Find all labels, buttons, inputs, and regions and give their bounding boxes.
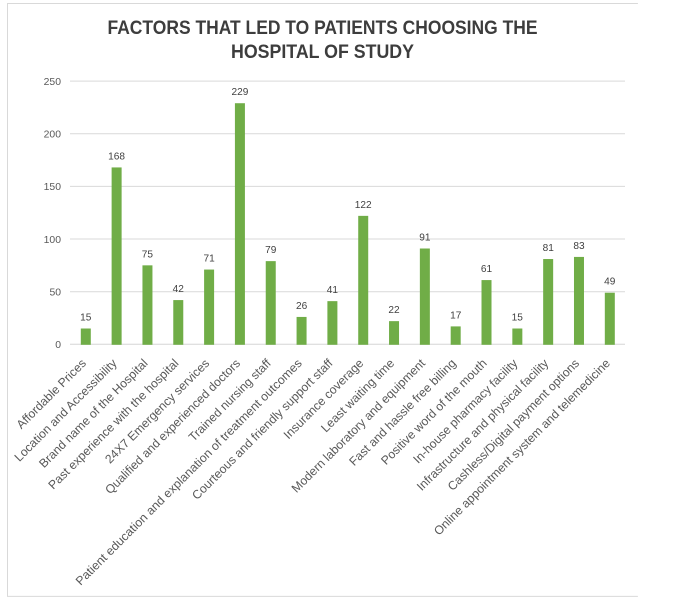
svg-text:15: 15 (512, 313, 524, 324)
svg-text:42: 42 (173, 284, 185, 295)
svg-text:200: 200 (44, 130, 62, 141)
svg-text:100: 100 (44, 235, 62, 246)
svg-text:122: 122 (355, 200, 372, 211)
svg-text:168: 168 (108, 151, 125, 162)
svg-text:229: 229 (231, 87, 248, 98)
svg-text:50: 50 (49, 288, 61, 299)
svg-text:75: 75 (142, 249, 154, 260)
svg-text:81: 81 (543, 243, 555, 254)
svg-text:15: 15 (80, 313, 92, 324)
svg-text:150: 150 (44, 182, 62, 193)
svg-text:91: 91 (419, 233, 431, 244)
svg-text:26: 26 (296, 301, 308, 312)
svg-text:49: 49 (604, 277, 616, 288)
svg-text:41: 41 (327, 285, 339, 296)
svg-text:17: 17 (450, 310, 462, 321)
svg-text:250: 250 (44, 77, 62, 88)
svg-text:71: 71 (203, 254, 215, 265)
svg-text:79: 79 (265, 245, 277, 256)
svg-text:HOSPITAL OF STUDY: HOSPITAL OF STUDY (231, 41, 414, 63)
svg-text:22: 22 (388, 305, 400, 316)
svg-text:0: 0 (55, 340, 61, 351)
svg-text:83: 83 (573, 241, 585, 252)
svg-text:FACTORS THAT LED TO PATIENTS C: FACTORS THAT LED TO PATIENTS CHOOSING TH… (108, 17, 538, 39)
svg-text:61: 61 (481, 264, 493, 275)
